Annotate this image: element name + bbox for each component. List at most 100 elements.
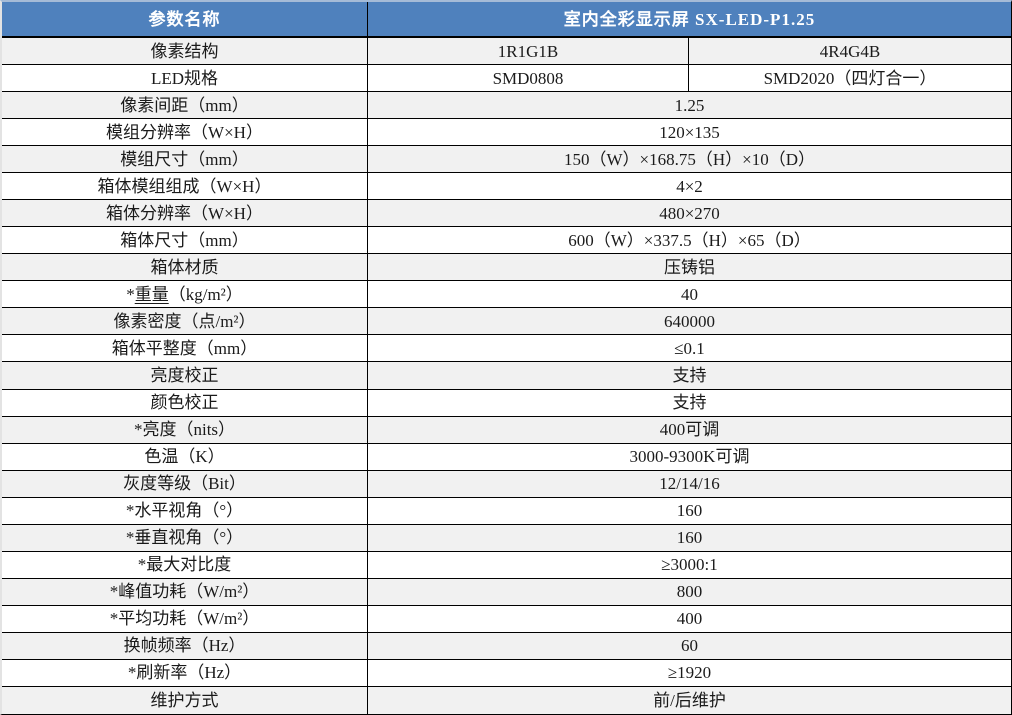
param-value: 160 bbox=[676, 501, 703, 521]
param-label-cell: 维护方式 bbox=[2, 686, 368, 714]
param-label: *平均功耗（W/m²） bbox=[109, 609, 260, 629]
param-label-cell: 颜色校正 bbox=[2, 389, 368, 416]
param-label-cell: 模组尺寸（mm） bbox=[2, 146, 368, 173]
param-label: 模组尺寸（mm） bbox=[120, 149, 249, 169]
param-label: 箱体分辨率（W×H） bbox=[106, 203, 263, 223]
param-value: 60 bbox=[681, 636, 698, 656]
param-label: 箱体材质 bbox=[150, 257, 219, 277]
param-value: 160 bbox=[676, 528, 703, 548]
table-row: 箱体模组组成（W×H） 4×2 bbox=[2, 173, 1011, 201]
param-label-cell: 模组分辨率（W×H） bbox=[2, 119, 368, 146]
param-label: 像素间距（mm） bbox=[120, 95, 249, 115]
table-row: 维护方式 前/后维护 bbox=[2, 686, 1011, 714]
param-value-cell: 60 bbox=[368, 633, 1011, 659]
param-value: 压铸铝 bbox=[664, 257, 715, 277]
table-row: *水平视角（°） 160 bbox=[2, 497, 1011, 525]
param-label-cell: 像素结构 bbox=[2, 38, 368, 65]
param-value-cell: 400 bbox=[368, 606, 1011, 632]
param-value: 1.25 bbox=[674, 95, 705, 115]
param-label: 像素结构 bbox=[150, 41, 219, 61]
param-label: *水平视角（°） bbox=[125, 501, 244, 521]
param-label-cell: 箱体模组组成（W×H） bbox=[2, 173, 368, 200]
param-value: 120×135 bbox=[659, 122, 720, 142]
param-value: 前/后维护 bbox=[653, 690, 726, 710]
param-label-cell: *峰值功耗（W/m²） bbox=[2, 578, 368, 605]
param-label-cell: 色温（K） bbox=[2, 443, 368, 470]
param-value-cell-left: 1R1G1B bbox=[368, 38, 689, 65]
param-value-cell: 150（W）×168.75（H）×10（D） bbox=[368, 146, 1011, 172]
table-row: 像素间距（mm） 1.25 bbox=[2, 92, 1011, 120]
table-row: *刷新率（Hz） ≥1920 bbox=[2, 659, 1011, 687]
param-value: 480×270 bbox=[659, 203, 720, 223]
param-value-cell: 1.25 bbox=[368, 92, 1011, 118]
param-label: 颜色校正 bbox=[150, 393, 219, 413]
param-label-cell: LED规格 bbox=[2, 65, 368, 92]
param-value-cell: 160 bbox=[368, 525, 1011, 551]
param-label-cell: 灰度等级（Bit） bbox=[2, 470, 368, 497]
param-label: 模组分辨率（W×H） bbox=[106, 122, 263, 142]
param-value-cell: 12/14/16 bbox=[368, 471, 1011, 497]
param-label: 灰度等级（Bit） bbox=[123, 474, 246, 494]
param-value: 1R1G1B bbox=[497, 41, 559, 61]
param-label-cell: *亮度（nits） bbox=[2, 416, 368, 443]
table-row: 模组分辨率（W×H） 120×135 bbox=[2, 119, 1011, 147]
param-label: 箱体尺寸（mm） bbox=[120, 230, 249, 250]
param-label: *重量（kg/m²） bbox=[126, 284, 243, 304]
param-value-cell: 480×270 bbox=[368, 200, 1011, 226]
param-label: 箱体平整度（mm） bbox=[111, 338, 258, 358]
table-row: *最大对比度 ≥3000:1 bbox=[2, 551, 1011, 579]
param-label-cell: 像素间距（mm） bbox=[2, 92, 368, 119]
param-label-cell: 像素密度（点/m²） bbox=[2, 308, 368, 335]
param-value: 4R4G4B bbox=[819, 41, 881, 61]
table-row: 箱体材质 压铸铝 bbox=[2, 254, 1011, 282]
param-value: 400可调 bbox=[659, 420, 720, 440]
table-row: 换帧频率（Hz） 60 bbox=[2, 632, 1011, 660]
product-title: 室内全彩显示屏 SX-LED-P1.25 bbox=[563, 9, 816, 29]
param-label: LED规格 bbox=[150, 68, 219, 88]
param-value-cell-right: 4R4G4B bbox=[689, 38, 1011, 64]
table-row: 箱体分辨率（W×H） 480×270 bbox=[2, 200, 1011, 228]
param-label-cell: 换帧频率（Hz） bbox=[2, 632, 368, 659]
param-label: 换帧频率（Hz） bbox=[123, 636, 246, 656]
param-value-cell: 支持 bbox=[368, 362, 1011, 388]
param-label: 色温（K） bbox=[144, 447, 225, 467]
param-value: SMD0808 bbox=[492, 68, 564, 88]
table-row: *平均功耗（W/m²） 400 bbox=[2, 605, 1011, 633]
param-value-cell: ≥3000:1 bbox=[368, 552, 1011, 578]
table-row: *峰值功耗（W/m²） 800 bbox=[2, 578, 1011, 606]
param-value-cell: 40 bbox=[368, 281, 1011, 307]
param-value-cell: ≤0.1 bbox=[368, 335, 1011, 361]
param-value: 3000-9300K可调 bbox=[629, 447, 750, 467]
param-value-cell: 前/后维护 bbox=[368, 687, 1011, 714]
table-row: 色温（K） 3000-9300K可调 bbox=[2, 443, 1011, 471]
param-value: 12/14/16 bbox=[659, 474, 720, 494]
table-row: 亮度校正 支持 bbox=[2, 362, 1011, 390]
param-label-cell: 箱体尺寸（mm） bbox=[2, 227, 368, 254]
param-value: 800 bbox=[676, 582, 703, 602]
product-title-header-cell: 室内全彩显示屏 SX-LED-P1.25 bbox=[368, 2, 1011, 36]
param-value: 支持 bbox=[672, 393, 707, 413]
param-label-cell: *最大对比度 bbox=[2, 551, 368, 578]
param-label-cell: *刷新率（Hz） bbox=[2, 659, 368, 686]
param-value: ≤0.1 bbox=[674, 338, 705, 358]
param-label: *最大对比度 bbox=[137, 555, 232, 575]
param-value-cell: 800 bbox=[368, 579, 1011, 605]
param-label: 像素密度（点/m²） bbox=[113, 311, 256, 331]
param-value-cell: 400可调 bbox=[368, 417, 1011, 443]
table-row: *垂直视角（°） 160 bbox=[2, 524, 1011, 552]
table-header-row: 参数名称 室内全彩显示屏 SX-LED-P1.25 bbox=[2, 2, 1011, 38]
param-value: 400 bbox=[676, 609, 703, 629]
param-label-cell: 箱体分辨率（W×H） bbox=[2, 200, 368, 227]
param-value: SMD2020（四灯合一） bbox=[763, 68, 937, 88]
table-row: 箱体尺寸（mm） 600（W）×337.5（H）×65（D） bbox=[2, 227, 1011, 255]
param-label: *亮度（nits） bbox=[133, 420, 236, 440]
table-row: 颜色校正 支持 bbox=[2, 389, 1011, 417]
table-row: *重量（kg/m²） 40 bbox=[2, 281, 1011, 309]
param-label: *刷新率（Hz） bbox=[127, 663, 242, 683]
table-row: 灰度等级（Bit） 12/14/16 bbox=[2, 470, 1011, 498]
table-row: 像素密度（点/m²） 640000 bbox=[2, 308, 1011, 336]
param-name-header-cell: 参数名称 bbox=[2, 2, 368, 36]
param-value: 150（W）×168.75（H）×10（D） bbox=[563, 149, 816, 169]
param-value-cell: 640000 bbox=[368, 308, 1011, 334]
